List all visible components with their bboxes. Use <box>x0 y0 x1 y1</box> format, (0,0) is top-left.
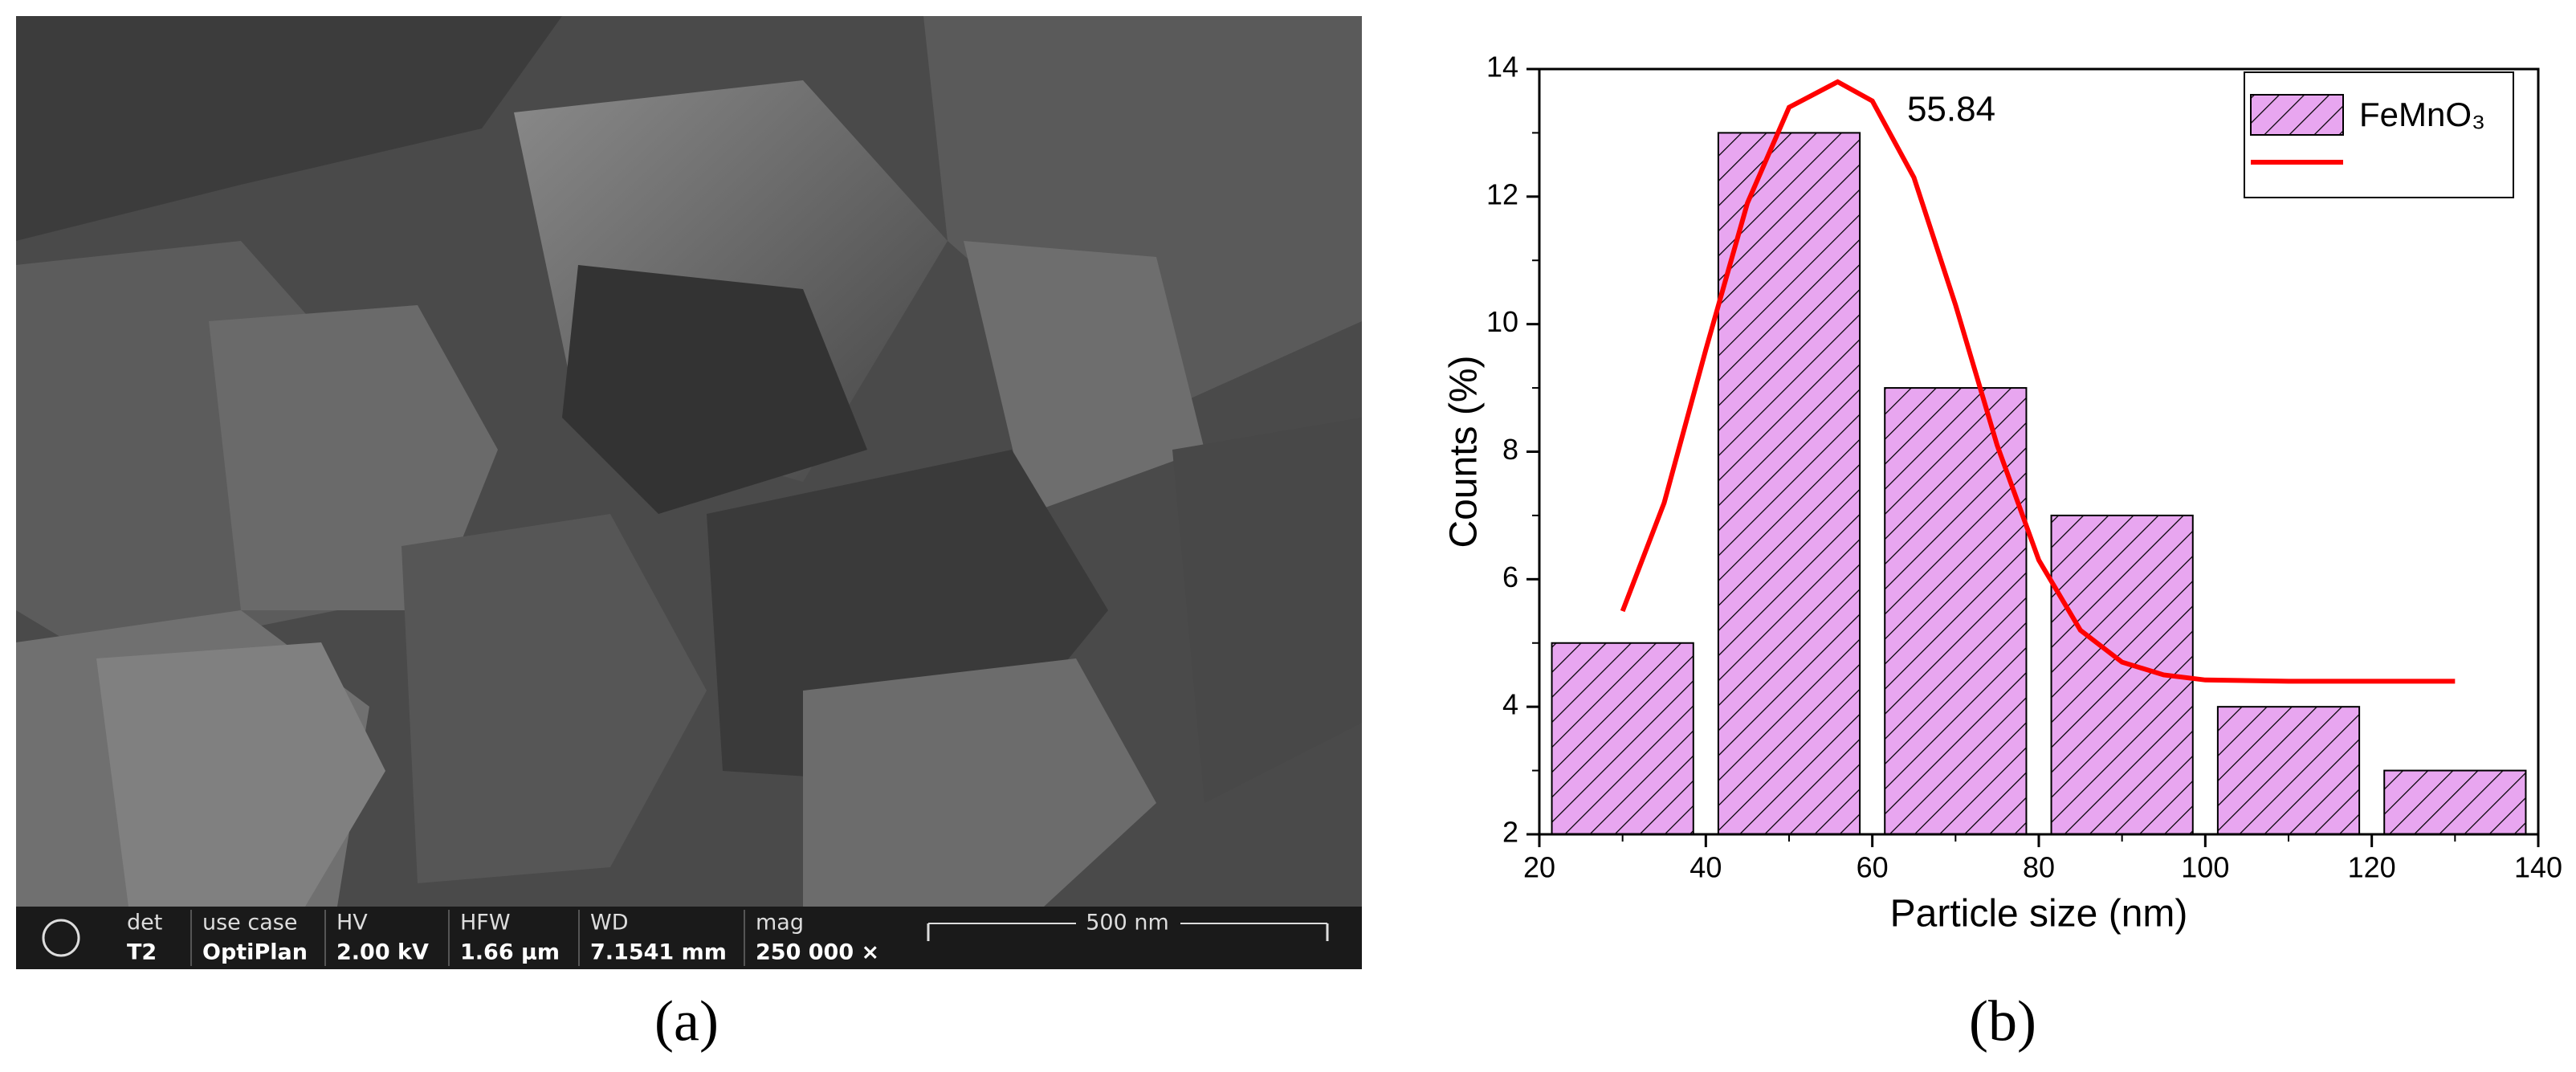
bar <box>1884 387 2028 836</box>
info-label: HV <box>336 911 368 935</box>
legend-label: FeMnO₃ <box>2359 96 2485 133</box>
info-label: HFW <box>460 911 511 935</box>
peak-annotation: 55.84 <box>1907 90 1995 129</box>
info-label: mag <box>756 911 804 935</box>
info-value: 1.66 µm <box>460 940 560 965</box>
info-value: 7.1541 mm <box>590 940 727 965</box>
x-tick-label: 80 <box>2023 851 2055 884</box>
fit-curve <box>1620 79 2456 684</box>
x-tick-label: 100 <box>2181 851 2229 884</box>
x-tick-label: 60 <box>1857 851 1889 884</box>
y-tick-label: 10 <box>1486 305 1518 338</box>
y-tick-label: 4 <box>1502 688 1518 721</box>
y-tick-label: 14 <box>1486 51 1518 84</box>
info-value: T2 <box>127 940 157 965</box>
y-tick-label: 8 <box>1502 433 1518 466</box>
scale-bar-label: 500 nm <box>1086 911 1169 935</box>
info-value: 2.00 kV <box>336 940 429 965</box>
x-tick-label: 40 <box>1689 851 1722 884</box>
info-value: 250 000 × <box>756 940 879 965</box>
x-tick-label: 140 <box>2514 851 2562 884</box>
y-axis-title: Counts (%) <box>1443 355 1486 548</box>
panel-label: (a) <box>654 989 719 1054</box>
bar <box>2383 769 2527 835</box>
bar <box>2216 706 2361 836</box>
x-tick-label: 120 <box>2348 851 2396 884</box>
sem-image: 500 nm <box>16 16 1362 969</box>
info-label: det <box>127 911 162 935</box>
y-tick-label: 2 <box>1502 816 1518 849</box>
bar <box>1551 642 1694 835</box>
info-value: OptiPlan <box>202 940 308 965</box>
x-axis-title: Particle size (nm) <box>1890 893 2188 935</box>
y-tick-label: 12 <box>1486 177 1518 210</box>
panel-label: (b) <box>1969 989 2036 1054</box>
info-label: use case <box>202 911 297 935</box>
info-label: WD <box>590 911 629 935</box>
x-tick-label: 20 <box>1523 851 1555 884</box>
legend-swatch-hatch <box>2251 95 2343 135</box>
y-tick-label: 6 <box>1502 560 1518 593</box>
